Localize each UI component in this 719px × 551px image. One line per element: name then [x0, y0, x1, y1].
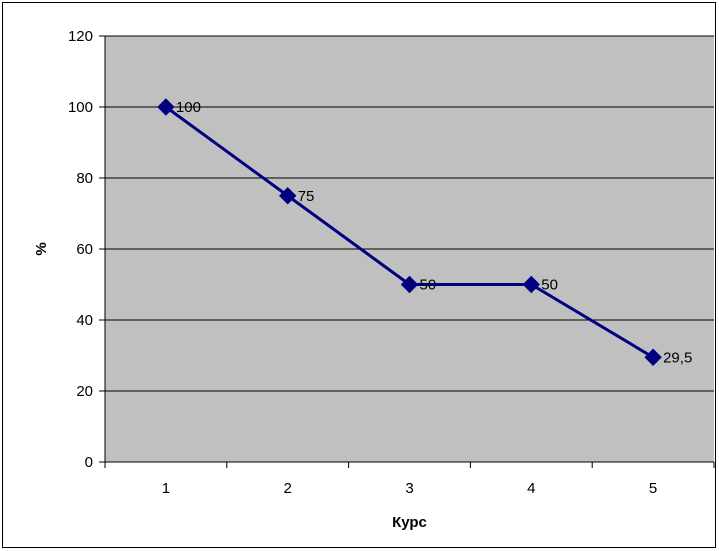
x-axis-ticks: 1 2 3 4 5	[104, 462, 715, 497]
data-label: 50	[541, 277, 558, 294]
data-label: 50	[420, 277, 437, 294]
data-label: 100	[176, 99, 201, 116]
y-axis-title: %	[33, 242, 50, 255]
diamond-marker	[522, 275, 541, 294]
y-tick-label: 80	[76, 170, 93, 187]
y-tick-label: 60	[76, 241, 93, 258]
x-axis-title: Курс	[392, 514, 427, 531]
diamond-marker	[400, 275, 419, 294]
y-tick-label: 100	[68, 99, 93, 116]
data-labels: 100 75 50 50 29,5	[176, 99, 692, 366]
y-axis-ticks: 0 20 40 60 80 100 120	[68, 28, 105, 471]
data-markers	[157, 98, 662, 366]
diamond-marker	[644, 348, 662, 366]
x-tick-label: 4	[527, 480, 535, 497]
x-tick-label: 3	[405, 480, 413, 497]
diamond-marker	[278, 187, 297, 205]
y-tick-label: 20	[76, 383, 93, 400]
y-tick-label: 40	[76, 312, 93, 329]
y-tick-label: 120	[68, 28, 93, 45]
data-label: 29,5	[663, 349, 692, 366]
data-label: 75	[298, 188, 315, 205]
diamond-marker	[157, 98, 175, 116]
gridlines	[105, 35, 714, 392]
x-tick-label: 1	[162, 480, 170, 497]
x-tick-label: 5	[649, 480, 657, 497]
x-tick-label: 2	[284, 480, 292, 497]
y-tick-label: 0	[85, 454, 93, 471]
